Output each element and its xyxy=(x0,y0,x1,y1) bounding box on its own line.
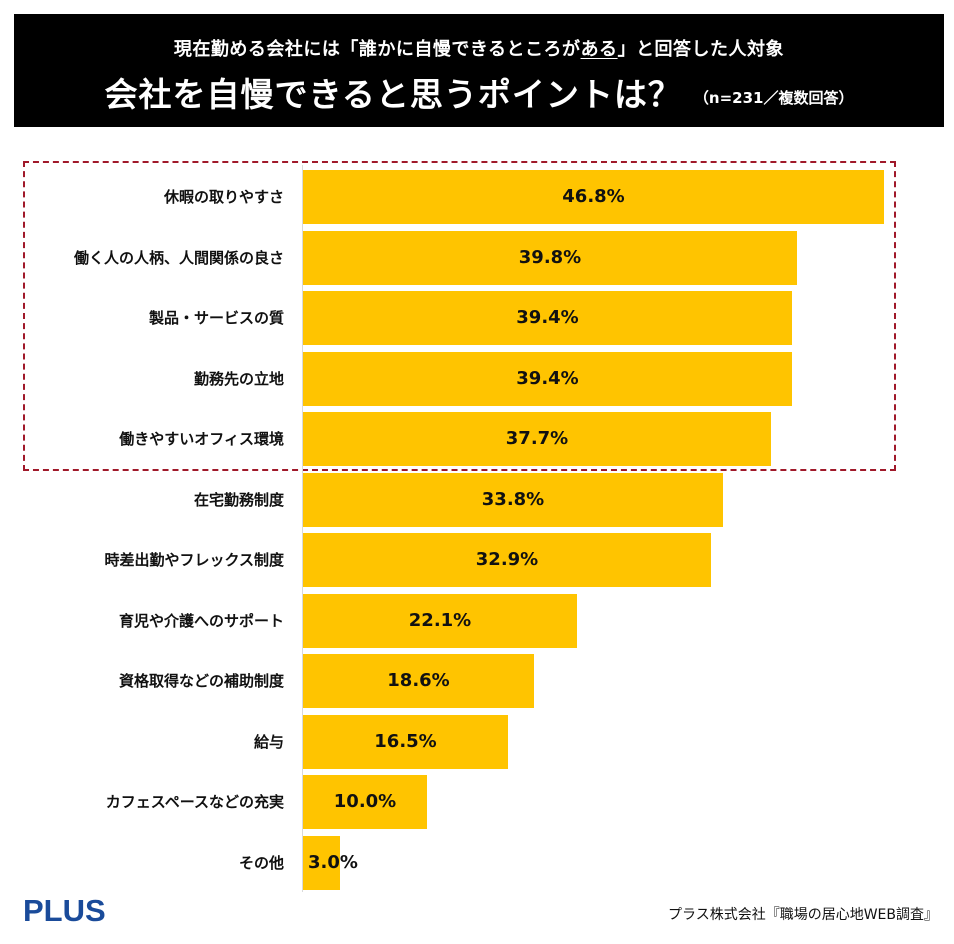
bar-value-label: 39.8% xyxy=(518,247,582,268)
category-label: 資格取得などの補助制度 xyxy=(118,672,284,690)
bar xyxy=(303,412,771,466)
bar-value-label: 33.8% xyxy=(481,489,545,510)
bar-value-label: 3.0% xyxy=(308,852,358,873)
bar-value-label: 22.1% xyxy=(408,610,472,631)
plus-logo: PLUS xyxy=(23,893,106,928)
bar xyxy=(303,291,792,345)
bar xyxy=(303,775,427,829)
category-label: その他 xyxy=(238,854,284,872)
category-label: 働きやすいオフィス環境 xyxy=(119,430,284,448)
bar xyxy=(303,594,577,648)
subtitle-before: 現在勤める会社には「誰かに自慢できるところが xyxy=(173,39,581,60)
bar-value-label: 10.0% xyxy=(333,791,397,812)
bar xyxy=(303,836,340,890)
bar-value-label: 32.9% xyxy=(475,549,539,570)
category-label: 勤務先の立地 xyxy=(193,370,284,388)
bar xyxy=(303,352,792,406)
bar xyxy=(303,533,711,587)
source-credit: プラス株式会社『職場の居心地WEB調査』 xyxy=(667,907,938,923)
sample-note: （n=231／複数回答） xyxy=(693,89,854,107)
category-label: カフェスペースなどの充実 xyxy=(105,793,284,811)
bar xyxy=(303,654,534,708)
bar-value-label: 39.4% xyxy=(516,307,579,328)
bar xyxy=(303,473,723,527)
top5-highlight-box xyxy=(23,161,896,471)
chart-title: 会社を自慢できると思うポイントは？ xyxy=(104,75,682,114)
bar-value-label: 39.4% xyxy=(516,368,579,389)
category-label: 休暇の取りやすさ xyxy=(163,188,284,206)
bar xyxy=(303,231,797,285)
category-label: 育児や介護へのサポート xyxy=(118,612,284,630)
chart-subtitle: 現在勤める会社には「誰かに自慢できるところがある」と回答した人対象 xyxy=(14,35,944,61)
chart-header: 現在勤める会社には「誰かに自慢できるところがある」と回答した人対象 会社を自慢で… xyxy=(14,14,944,127)
category-label: 在宅勤務制度 xyxy=(193,491,284,509)
bar xyxy=(303,170,884,224)
subtitle-after: 」と回答した人対象 xyxy=(617,39,785,60)
bar-value-label: 46.8% xyxy=(562,186,625,207)
chart-title-line: 会社を自慢できると思うポイントは？ （n=231／複数回答） xyxy=(14,68,944,116)
subtitle-underlined: ある xyxy=(580,39,618,60)
bar-value-label: 37.7% xyxy=(505,428,569,449)
category-label: 製品・サービスの質 xyxy=(148,309,284,327)
category-label: 給与 xyxy=(253,733,284,751)
y-axis-line xyxy=(302,165,303,892)
bar xyxy=(303,715,508,769)
category-label: 働く人の人柄、人間関係の良さ xyxy=(73,249,284,267)
category-label: 時差出勤やフレックス制度 xyxy=(104,551,284,569)
bar-value-label: 16.5% xyxy=(374,731,437,752)
bar-value-label: 18.6% xyxy=(387,670,450,691)
